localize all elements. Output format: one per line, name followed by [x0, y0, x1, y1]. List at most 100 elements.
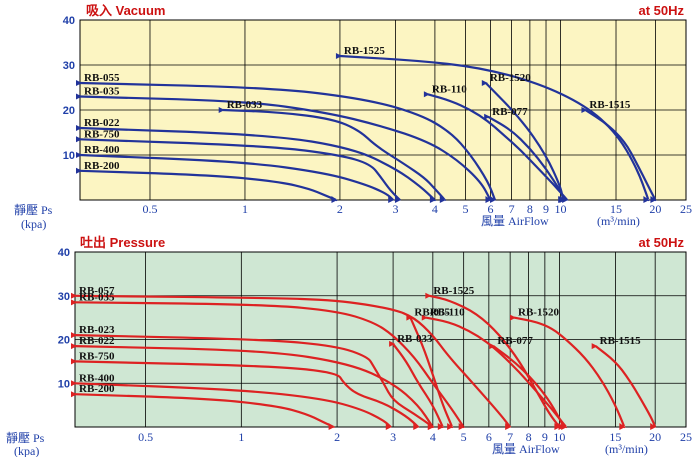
pressure-curve-start-arrow — [71, 299, 77, 306]
pressure-curve-start-arrow — [591, 343, 598, 350]
pressure-curve-rb-022 — [74, 345, 434, 429]
vacuum-x-ticks: 0.5 1 2 3 4 5 6 7 8 9 10 15 20 25 — [142, 202, 692, 216]
pressure-curve-end-arrow — [458, 423, 465, 430]
vacuum-curve-start-arrow — [76, 167, 82, 174]
vacuum-label-rb-055: RB-055 — [84, 72, 120, 84]
vacuum-label-rb-035: RB-035 — [84, 86, 120, 98]
pressure-label-rb-1515: RB-1515 — [600, 335, 641, 347]
vacuum-x-tick-label: 9 — [543, 202, 549, 216]
vacuum-curve-rb-400 — [79, 153, 395, 201]
pressure-curve-rb-035 — [74, 301, 465, 429]
vacuum-x-tick-label: 6 — [487, 202, 493, 216]
vacuum-curve-end-arrow — [485, 196, 492, 203]
vacuum-label-rb-400: RB-400 — [84, 144, 120, 156]
pressure-y-tick-label: 20 — [58, 335, 70, 347]
vacuum-y-tick-label: 30 — [63, 60, 75, 72]
pressure-curve-start-arrow — [489, 343, 496, 350]
vacuum-x-tick-label: 15 — [610, 202, 622, 216]
pressure-frequency-label: at 50Hz — [638, 235, 684, 250]
vacuum-x-axis-unit: (m³/min) — [597, 214, 640, 228]
vacuum-curve-start-arrow — [76, 80, 82, 86]
pressure-curve-rb-023 — [74, 334, 434, 429]
vacuum-curve-start-arrow — [76, 152, 82, 158]
vacuum-y-tick-label: 40 — [63, 15, 75, 27]
pressure-curve-end-arrow — [328, 423, 335, 430]
pressure-y-ticks: 10 20 30 40 — [58, 247, 70, 390]
pressure-label-rb-077: RB-077 — [497, 335, 533, 347]
pressure-label-rb-750: RB-750 — [79, 350, 115, 362]
vacuum-label-rb-033: RB-033 — [227, 99, 263, 111]
pressure-x-tick-label: 25 — [680, 430, 692, 444]
vacuum-curve-end-arrow — [650, 196, 657, 203]
pressure-curve-start-arrow — [71, 332, 77, 339]
pressure-curve-rb-1515 — [595, 345, 657, 428]
pressure-x-axis-unit: (m³/min) — [605, 442, 648, 456]
vacuum-label-rb-750: RB-750 — [84, 128, 120, 140]
vacuum-x-tick-label: 0.5 — [142, 202, 157, 216]
pressure-curve-end-arrow — [385, 423, 392, 430]
vacuum-x-tick-label: 8 — [527, 202, 533, 216]
vacuum-y-tick-label: 10 — [63, 150, 75, 162]
pressure-curve-rb-400 — [74, 382, 392, 428]
vacuum-label-rb-022: RB-022 — [84, 117, 120, 129]
pressure-x-tick-label: 0.5 — [138, 430, 153, 444]
pressure-curve-end-arrow — [413, 423, 420, 430]
pressure-x-tick-label: 1 — [238, 430, 244, 444]
vacuum-curve-end-arrow — [331, 196, 338, 203]
pressure-x-ticks: 0.5 1 2 3 4 5 6 7 8 9 10 15 20 25 — [138, 430, 692, 444]
vacuum-label-rb-1525: RB-1525 — [344, 45, 385, 57]
pressure-label-rb-400: RB-400 — [79, 372, 115, 384]
vacuum-curve-rb-750 — [79, 138, 401, 201]
vacuum-label-rb-077: RB-077 — [492, 106, 528, 118]
pressure-curve-start-arrow — [71, 380, 77, 387]
vacuum-curve-rb-035 — [79, 95, 492, 202]
vacuum-curve-rb-1515 — [584, 109, 657, 202]
pressure-x-axis-label: 風量 AirFlow — [492, 442, 560, 456]
pressure-x-tick-label: 7 — [507, 430, 513, 444]
pressure-curve-start-arrow — [71, 343, 77, 350]
vacuum-label-rb-1515: RB-1515 — [589, 99, 630, 111]
pressure-y-tick-label: 30 — [58, 291, 70, 303]
vacuum-curve-rb-1525 — [339, 54, 650, 202]
vacuum-x-tick-label: 7 — [509, 202, 515, 216]
pressure-curve-end-arrow — [437, 423, 444, 430]
pressure-curve-end-arrow — [447, 423, 454, 430]
vacuum-curve-end-arrow — [643, 196, 650, 203]
pressure-curve-start-arrow — [510, 314, 517, 321]
pressure-label-rb-1520: RB-1520 — [518, 307, 559, 319]
pressure-y-axis-label: 靜壓 Ps — [6, 431, 45, 445]
vacuum-curves — [76, 53, 657, 203]
vacuum-x-tick-label: 5 — [462, 202, 468, 216]
pressure-curve-start-arrow — [421, 314, 428, 321]
pressure-curve-start-arrow — [71, 358, 77, 365]
vacuum-curve-rb-1520 — [485, 82, 565, 202]
vacuum-curve-end-arrow — [394, 196, 401, 203]
pressure-curve-start-arrow — [389, 340, 396, 347]
vacuum-chart-title: 吸入 Vacuum — [86, 3, 165, 18]
vacuum-x-tick-label: 2 — [337, 202, 343, 216]
vacuum-x-tick-label: 25 — [680, 202, 692, 216]
vacuum-y-tick-label: 20 — [63, 105, 75, 117]
vacuum-curve-rb-110 — [427, 93, 569, 202]
pressure-curve-start-arrow — [425, 292, 432, 299]
pressure-x-tick-label: 20 — [649, 430, 661, 444]
vacuum-x-tick-label: 3 — [392, 202, 398, 216]
pressure-curve-rb-055 — [409, 317, 454, 429]
vacuum-x-tick-label: 20 — [649, 202, 661, 216]
pressure-curve-rb-1525 — [429, 294, 561, 428]
pressure-curve-rb-1520 — [513, 316, 626, 429]
pressure-x-tick-label: 6 — [486, 430, 492, 444]
vacuum-label-rb-110: RB-110 — [432, 83, 467, 95]
vacuum-gridlines — [80, 19, 687, 200]
pressure-label-rb-035: RB-035 — [79, 291, 115, 303]
pressure-curve-rb-057 — [74, 294, 512, 428]
vacuum-curve-end-arrow — [388, 196, 395, 203]
pressure-curve-rb-033 — [392, 343, 444, 429]
vacuum-curve-rb-022 — [79, 126, 436, 202]
pressure-x-tick-label: 2 — [334, 430, 340, 444]
vacuum-y-axis-label: 靜壓 Ps — [14, 203, 53, 217]
vacuum-curve-start-arrow — [581, 107, 588, 113]
